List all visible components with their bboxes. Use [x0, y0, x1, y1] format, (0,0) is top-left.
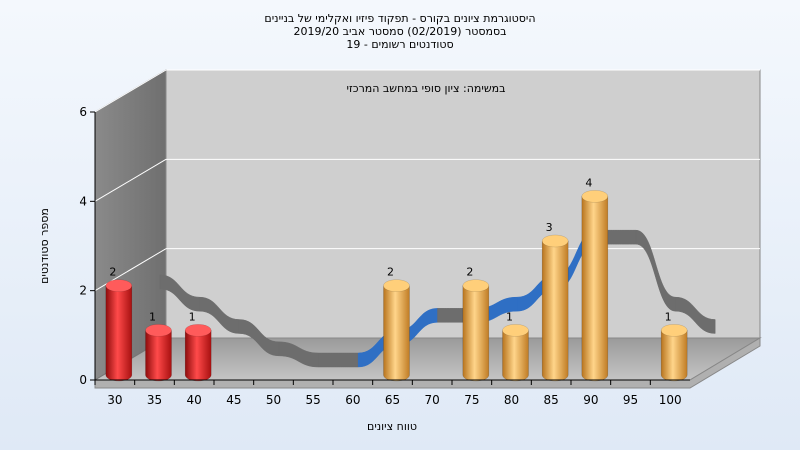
axes: 0 2 4 6 30 35 40 45 50 55 60 65 70 75 80 85 90 95 100 [79, 105, 690, 407]
ribbon-segment [318, 352, 359, 368]
bar-value-label: 2 [466, 266, 473, 279]
x-tick-label: 70 [425, 393, 440, 407]
x-tick-label: 30 [107, 393, 122, 407]
bar: 3 [541, 221, 569, 382]
x-tick-label: 85 [544, 393, 559, 407]
bar-cap [184, 324, 212, 337]
x-tick-label: 75 [464, 393, 479, 407]
bar-body [541, 240, 569, 382]
y-tick-label: 6 [79, 105, 87, 119]
x-tick-label: 65 [385, 393, 400, 407]
y-tick-label: 4 [79, 194, 87, 208]
bar-value-label: 4 [585, 176, 592, 189]
y-tick-label: 0 [79, 373, 87, 387]
bar: 1 [145, 310, 172, 382]
bar-cap [462, 279, 490, 292]
bar-cap [105, 279, 133, 292]
bar-value-label: 1 [149, 310, 156, 323]
bar-cap [145, 324, 172, 337]
bar-body [383, 285, 410, 382]
x-tick-label: 45 [226, 393, 241, 407]
bar-body [145, 330, 172, 382]
bar-body [105, 285, 133, 382]
bar: 2 [462, 266, 490, 382]
bar-cap [660, 324, 688, 337]
chart-title-line-1: היסטוגרמת ציונים בקורס - תפקוד פיזיו ואק… [264, 12, 536, 25]
trend-ribbon [159, 229, 716, 368]
x-tick-label: 95 [623, 393, 638, 407]
bar: 2 [105, 266, 133, 382]
bar: 1 [184, 310, 212, 382]
y-axis-label: מספר סטודנטים [38, 208, 51, 284]
bar-value-label: 3 [546, 221, 553, 234]
bar: 2 [383, 266, 410, 382]
bar-body [184, 330, 212, 382]
x-tick-label: 80 [504, 393, 519, 407]
bar-body [502, 330, 529, 382]
bars: 2 1 1 2 2 1 3 4 1 [105, 176, 688, 382]
ribbon-segment [675, 296, 716, 334]
chart-subtitle: במשימה: ציון סופי במחשב המרכזי [346, 82, 505, 95]
x-tick-label: 35 [147, 393, 162, 407]
x-tick-label: 50 [266, 393, 281, 407]
bar-value-label: 1 [665, 310, 672, 323]
chart-title-line-3: סטודנטים רשומים - 19 [346, 38, 454, 51]
bar: 4 [581, 176, 609, 382]
x-tick-label: 40 [187, 393, 202, 407]
bar-value-label: 2 [387, 266, 394, 279]
bar: 1 [502, 310, 529, 382]
bar-body [581, 196, 609, 382]
bar-value-label: 2 [109, 266, 116, 279]
bar: 1 [660, 310, 688, 382]
x-tick-label: 60 [345, 393, 360, 407]
x-tick-label: 100 [659, 393, 682, 407]
bar-cap [581, 190, 609, 203]
bar-body [660, 330, 688, 382]
bar-body [462, 285, 490, 382]
bar-value-label: 1 [506, 310, 513, 323]
bar-value-label: 1 [189, 310, 196, 323]
bar-cap [383, 279, 410, 292]
gridlines [94, 69, 760, 292]
bar-cap [502, 324, 529, 337]
chart-title-line-2: בסמסטר (02/2019) סמסטר אביב 2019/20 [293, 25, 507, 38]
gridline-wall [94, 69, 167, 113]
gridline-wall [94, 158, 167, 202]
x-axis-label: טווח ציונים [367, 420, 417, 433]
y-tick-label: 2 [79, 284, 87, 298]
x-tick-label: 55 [306, 393, 321, 407]
x-tick-label: 90 [583, 393, 598, 407]
bar-cap [541, 234, 569, 248]
